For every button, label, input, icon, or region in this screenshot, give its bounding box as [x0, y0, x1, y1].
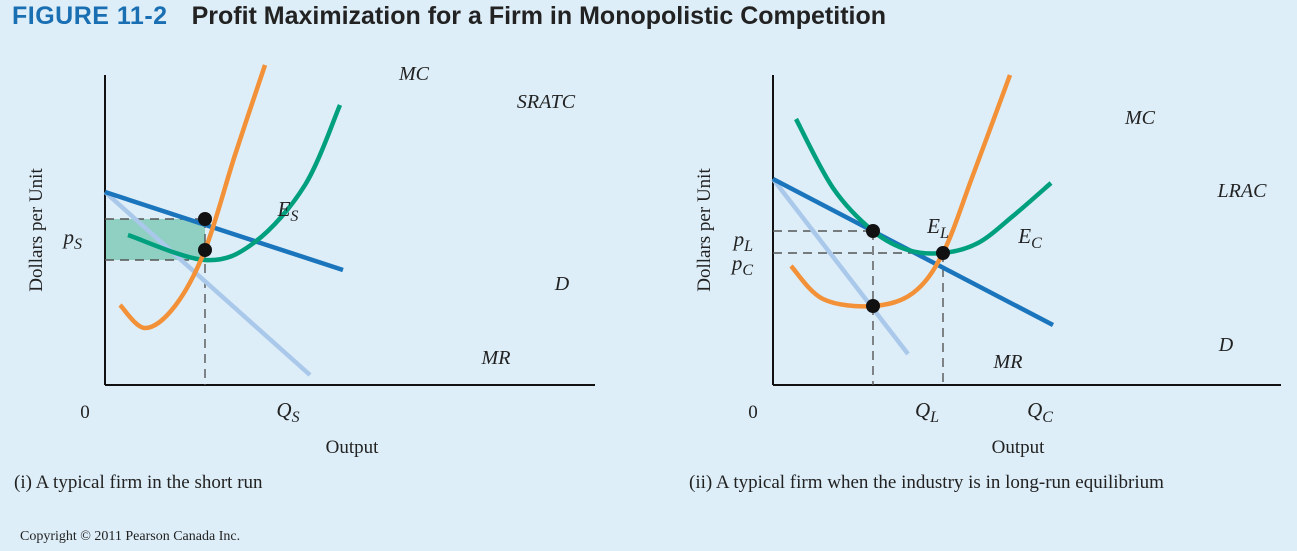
- curve-label-mc: MC: [398, 63, 430, 85]
- figure-number: FIGURE 11-2: [12, 2, 168, 30]
- caption-long-run: (ii) A typical firm when the industry is…: [689, 472, 1164, 493]
- curve-mc: [118, 64, 268, 331]
- curve-label-sratc: SRATC: [517, 91, 576, 113]
- curve-label-mc: MC: [1124, 107, 1156, 129]
- panel-long-run: Dollars per Unit Output 0 MR D LRAC MC EL EC pLpC…: [694, 74, 1281, 458]
- origin-label: 0: [748, 402, 758, 423]
- curve-label-d: D: [554, 273, 570, 295]
- x-tick-label-qs: QS: [276, 398, 299, 426]
- curve-d: [104, 189, 344, 273]
- point-label-ES: ES: [277, 197, 299, 225]
- curve-label-mr: MR: [993, 351, 1023, 373]
- x-axis-label: Output: [992, 437, 1046, 458]
- point-min_mc: [866, 299, 880, 313]
- point-ES: [198, 212, 212, 226]
- curve-mc: [789, 74, 1013, 309]
- panel-short-run: Dollars per Unit Output 0 MR D SRATC MC ES pS QS: [26, 63, 595, 458]
- curve-lrac: [794, 117, 1053, 256]
- x-tick-label-ql: QL: [915, 398, 939, 426]
- point-label-EL: EL: [926, 214, 949, 242]
- curve-label-d: D: [1218, 334, 1234, 356]
- y-tick-label-pc: pC: [730, 251, 754, 279]
- y-tick-label-pl: pL: [732, 227, 754, 255]
- figure-title: FIGURE 11-2 Profit Maximization for a Fir…: [12, 2, 886, 31]
- point-mr_mc: [198, 243, 212, 257]
- curve-label-mr: MR: [481, 347, 511, 369]
- curve-label-lrac: LRAC: [1217, 180, 1268, 202]
- curve-mr: [103, 190, 312, 377]
- point-EC: [936, 246, 950, 260]
- point-EL: [866, 224, 880, 238]
- curve-mr: [771, 177, 910, 356]
- figure-name: Profit Maximization for a Firm in Monopo…: [191, 2, 887, 30]
- origin-label: 0: [80, 402, 90, 423]
- point-label-EC: EC: [1017, 224, 1042, 252]
- y-axis-label: Dollars per Unit: [694, 168, 715, 292]
- y-tick-label-ps: pS: [62, 225, 83, 253]
- x-tick-label-qc: QC: [1027, 398, 1053, 426]
- curve-sratc: [127, 104, 343, 263]
- y-axis-label: Dollars per Unit: [26, 168, 47, 292]
- copyright-text: Copyright © 2011 Pearson Canada Inc.: [20, 529, 241, 544]
- x-axis-label: Output: [326, 437, 380, 458]
- caption-short-run: (i) A typical firm in the short run: [14, 472, 263, 493]
